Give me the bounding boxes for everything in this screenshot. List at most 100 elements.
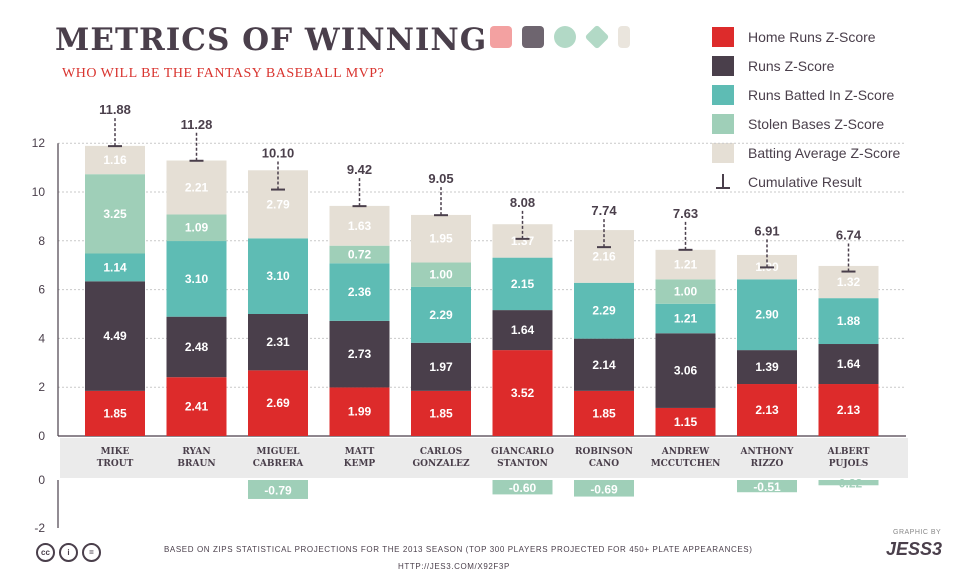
cumulative-marker-icon: [712, 172, 734, 192]
data-label: 1.15: [674, 415, 698, 429]
bar-segment: [329, 205, 390, 246]
category-label: TROUT: [97, 459, 134, 469]
bar-segment: [411, 214, 471, 263]
bar-segment: [818, 298, 879, 345]
data-label: 1.39: [755, 360, 779, 374]
data-label: 1.64: [511, 323, 535, 337]
cumulative-label: 7.63: [673, 206, 698, 221]
data-label: 1.16: [103, 153, 127, 167]
bar-segment: [85, 174, 145, 254]
bar-segment: [329, 320, 390, 388]
legend-item-cumulative: Cumulative Result: [712, 167, 900, 196]
legend-item-rbi: Runs Batted In Z-Score: [712, 80, 900, 109]
bar-segment: [574, 282, 634, 339]
data-label: 2.15: [511, 277, 535, 291]
data-label: -0.60: [509, 481, 537, 495]
data-label: -0.22: [835, 477, 863, 491]
legend-label: Runs Z-Score: [748, 57, 835, 74]
bar-segment: [248, 314, 308, 371]
data-label: 1.00: [674, 285, 698, 299]
bar-segment: [818, 344, 879, 385]
category-label: KEMP: [344, 459, 376, 469]
bar-segment: [655, 303, 716, 334]
category-label: CABRERA: [253, 459, 305, 469]
data-label: 1.32: [837, 275, 861, 289]
data-label: 1.97: [429, 360, 453, 374]
data-label: 2.73: [348, 347, 372, 361]
data-label: 1.88: [837, 314, 861, 328]
bar-segment: [655, 333, 716, 408]
cumulative-label: 9.42: [347, 162, 372, 177]
bar-segment: [85, 390, 145, 436]
bar-segment: [166, 316, 227, 378]
data-label: 2.29: [429, 308, 453, 322]
data-label: 1.14: [103, 260, 127, 274]
data-label: 1.95: [429, 232, 453, 246]
data-label: 1.21: [674, 258, 698, 272]
data-label: 3.10: [266, 269, 290, 283]
bar-segment: [85, 253, 145, 282]
data-label: 2.79: [266, 197, 290, 211]
category-label: GONZALEZ: [412, 459, 469, 469]
legend-label: Home Runs Z-Score: [748, 28, 876, 45]
bar-segment: [248, 238, 308, 314]
bar-segment: [411, 286, 471, 343]
bar-segment: [492, 224, 553, 258]
data-label: 2.90: [755, 308, 779, 322]
data-label: 2.21: [185, 180, 209, 194]
cumulative-label: 10.10: [262, 146, 295, 161]
negative-bar-segment: [818, 480, 879, 486]
data-label: 2.16: [592, 249, 616, 263]
legend-swatch: [712, 55, 734, 76]
legend: Home Runs Z-Score Runs Z-Score Runs Batt…: [712, 22, 900, 196]
legend-item-runs: Runs Z-Score: [712, 51, 900, 80]
data-label: 3.10: [185, 272, 209, 286]
data-label: 2.31: [266, 335, 290, 349]
data-label: 1.21: [674, 312, 698, 326]
bar-segment: [818, 384, 879, 436]
category-label: ALBERT: [827, 447, 870, 457]
data-label: 2.69: [266, 396, 290, 410]
bar-segment: [166, 214, 227, 242]
home-plate-icon: [522, 26, 544, 48]
legend-item-home-runs: Home Runs Z-Score: [712, 22, 900, 51]
category-label: RIZZO: [751, 459, 784, 469]
legend-label: Stolen Bases Z-Score: [748, 115, 885, 132]
bar-segment: [737, 384, 797, 436]
y-tick-label: -2: [34, 521, 45, 535]
y-tick-label: 6: [38, 283, 45, 297]
bar-segment: [655, 249, 716, 280]
category-label: STANTON: [497, 459, 548, 469]
cumulative-label: 6.91: [754, 223, 779, 238]
y-tick-label: 10: [32, 185, 46, 199]
cumulative-label: 6.74: [836, 228, 862, 243]
y-tick-label: 2: [38, 380, 45, 394]
header-icons: [490, 24, 630, 50]
negative-bar-segment: [737, 480, 797, 493]
data-label: 3.52: [511, 386, 535, 400]
data-label: 4.49: [103, 329, 127, 343]
negative-bar-segment: [248, 480, 308, 499]
category-label: CANO: [589, 459, 619, 469]
data-label: 2.29: [592, 304, 616, 318]
no-derivatives-icon: =: [82, 543, 101, 562]
data-label: 2.48: [185, 340, 209, 354]
data-label: 2.36: [348, 285, 372, 299]
data-label: 2.41: [185, 400, 209, 414]
credit-logo: JESS3: [886, 539, 943, 559]
footer-url: HTTP://JES3.COM/X92F3P: [398, 562, 510, 571]
data-label: 3.06: [674, 364, 698, 378]
category-label: GIANCARLO: [491, 447, 554, 457]
category-label: ANTHONY: [740, 447, 794, 457]
cumulative-label: 7.74: [591, 203, 617, 218]
bar-segment: [655, 279, 716, 304]
legend-label: Runs Batted In Z-Score: [748, 86, 895, 103]
data-label: 1.09: [185, 221, 209, 235]
bat-icon: [554, 26, 576, 48]
bar-segment: [411, 342, 471, 391]
legend-label: Batting Average Z-Score: [748, 144, 901, 161]
bar-segment: [492, 310, 553, 351]
footer-note: BASED ON ZIPS STATISTICAL PROJECTIONS FO…: [164, 545, 753, 554]
legend-item-batting-average: Batting Average Z-Score: [712, 138, 900, 167]
bar-segment: [574, 230, 634, 283]
